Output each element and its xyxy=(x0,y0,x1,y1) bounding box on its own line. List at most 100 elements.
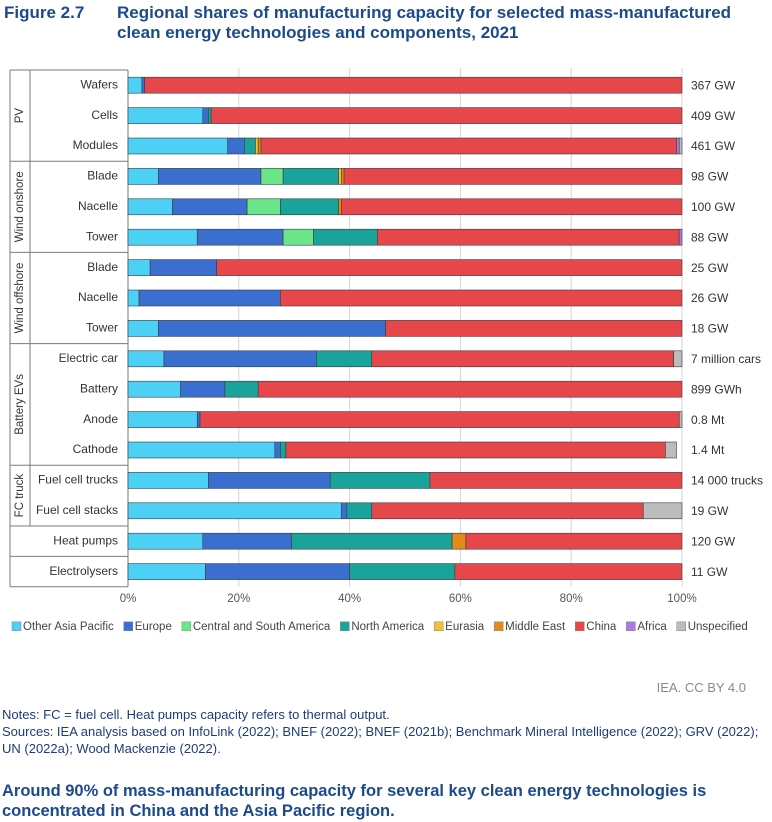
category-label: Cells xyxy=(91,108,118,122)
bar-segment xyxy=(127,289,140,307)
bar-segment xyxy=(227,137,245,155)
bar-segment xyxy=(180,380,226,398)
bar-segment xyxy=(127,350,165,368)
bar-segment xyxy=(127,411,198,428)
credit-label: IEA. CC BY 4.0 xyxy=(656,680,746,695)
takeaway-text: Around 90% of mass-manufacturing capacit… xyxy=(2,782,707,820)
legend-swatch xyxy=(493,621,504,632)
bar-segment xyxy=(346,502,373,520)
category-label: Battery xyxy=(80,381,118,395)
category-label: Blade xyxy=(87,169,118,183)
category-label: Electrolysers xyxy=(49,564,118,578)
bar-segment xyxy=(138,289,281,307)
total-label: 409 GW xyxy=(691,109,736,123)
total-label: 25 GW xyxy=(691,261,729,275)
group-label: Battery EVs xyxy=(14,374,26,435)
bar-segment xyxy=(454,563,683,580)
bar-segment xyxy=(127,259,151,276)
bar-segment xyxy=(141,76,145,94)
legend-swatch xyxy=(676,621,686,632)
bar-segment xyxy=(224,380,259,398)
category-label: Wafers xyxy=(80,77,118,91)
total-label: 88 GW xyxy=(691,230,729,244)
bar-segment xyxy=(127,168,159,185)
bar-segment xyxy=(676,137,680,155)
category-label: Tower xyxy=(86,229,118,243)
bar-segment xyxy=(205,563,350,580)
notes-line: Notes: FC = fuel cell. Heat pumps capaci… xyxy=(2,707,390,722)
bar-segment xyxy=(274,441,281,459)
total-label: 26 GW xyxy=(691,291,729,305)
x-tick-label: 100% xyxy=(667,593,696,605)
legend-label: Europe xyxy=(135,621,172,633)
legend-label: Unspecified xyxy=(688,621,748,633)
bar-segment xyxy=(202,107,209,124)
legend-label: North America xyxy=(351,621,424,633)
category-label: Fuel cell trucks xyxy=(38,473,118,487)
total-label: 120 GW xyxy=(691,534,736,548)
legend-swatch xyxy=(626,621,636,632)
bar-segment xyxy=(255,137,259,155)
bar-segment xyxy=(280,289,683,307)
bar-segment xyxy=(202,532,292,550)
x-tick-label: 40% xyxy=(338,593,361,605)
bar-segment xyxy=(329,472,431,489)
total-label: 367 GW xyxy=(691,78,736,92)
bar-segment xyxy=(210,107,683,124)
bar-segment xyxy=(127,198,173,216)
group-label: PV xyxy=(14,108,26,124)
bar-segment xyxy=(199,411,680,428)
bar-segment xyxy=(429,472,683,489)
category-label: Cathode xyxy=(73,442,119,456)
bar-segment xyxy=(376,228,680,246)
bar-segment xyxy=(172,198,248,216)
bar-segment xyxy=(385,320,683,337)
bar-segment xyxy=(257,137,262,155)
category-label: Anode xyxy=(83,412,118,426)
category-label: Nacelle xyxy=(78,290,118,304)
bar-segment xyxy=(282,228,314,246)
x-tick-label: 80% xyxy=(560,593,583,605)
bar-segment xyxy=(257,380,683,398)
bar-segment xyxy=(313,228,378,246)
legend-swatch xyxy=(433,621,444,632)
legend-label: Central and South America xyxy=(193,621,331,633)
total-label: 18 GW xyxy=(691,322,729,336)
bar-segment xyxy=(196,228,284,246)
bar-segment xyxy=(149,259,217,276)
category-label: Blade xyxy=(87,260,118,274)
total-label: 899 GWh xyxy=(691,382,742,396)
legend-label: Eurasia xyxy=(445,621,485,633)
total-label: 0.8 Mt xyxy=(691,413,725,427)
legend-label: Africa xyxy=(637,621,667,633)
x-tick-label: 0% xyxy=(120,593,137,605)
legend-label: Other Asia Pacific xyxy=(23,621,114,633)
total-label: 7 million cars xyxy=(691,352,761,366)
bar-segment xyxy=(465,532,683,550)
group-label: Wind onshore xyxy=(14,171,26,242)
group-label: Wind offshore xyxy=(14,263,26,334)
bar-segment xyxy=(127,228,198,246)
bar-segment xyxy=(216,259,683,276)
category-label: Nacelle xyxy=(78,199,118,213)
bar-segment xyxy=(158,320,386,337)
figure-title: Regional shares of manufacturing capacit… xyxy=(117,3,732,42)
bar-segment xyxy=(285,441,666,459)
bar-segment xyxy=(349,563,456,580)
x-tick-label: 20% xyxy=(227,593,250,605)
total-label: 19 GW xyxy=(691,504,729,518)
bar-segment xyxy=(127,380,181,398)
legend-label: Middle East xyxy=(505,621,566,633)
bar-segment xyxy=(127,532,204,550)
stacked-bar-chart: 0% 20% 40% 60% 80% 100% PV Wind onshore Wind off… xyxy=(9,68,763,633)
bar-segment xyxy=(642,502,683,520)
bar-segment xyxy=(196,411,201,428)
bar-segment xyxy=(340,198,683,216)
sources-line: Sources: IEA analysis based on InfoLink … xyxy=(2,724,759,756)
bar-segment xyxy=(338,168,342,185)
bar-segment xyxy=(163,350,317,368)
bar-segment xyxy=(673,350,683,368)
group-label: FC truck xyxy=(14,474,26,518)
notes: Notes: FC = fuel cell. Heat pumps capaci… xyxy=(2,706,768,757)
bar-segment xyxy=(127,107,204,124)
